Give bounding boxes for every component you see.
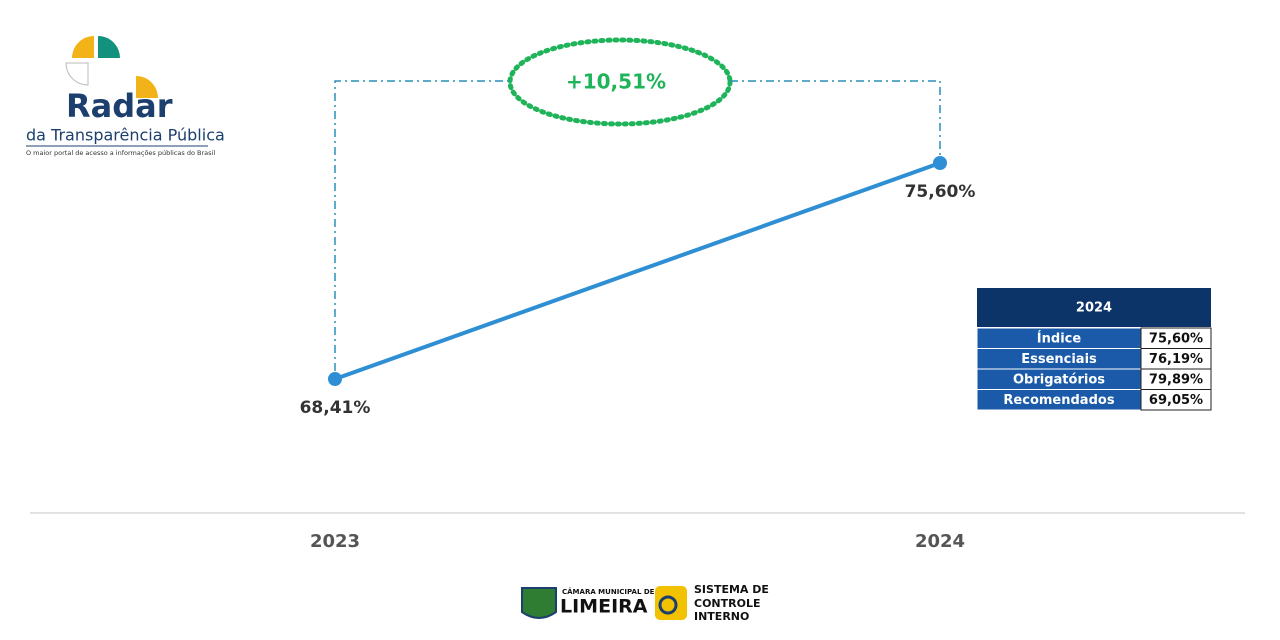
change-annotation: +10,51% (507, 37, 733, 127)
data-point (328, 372, 342, 386)
sci-lens (658, 595, 678, 615)
data-label: 75,60% (905, 182, 976, 202)
annotation-text: +10,51% (566, 70, 666, 94)
connector (730, 80, 941, 155)
camara-name: LIMEIRA (560, 596, 648, 618)
radar-logo: Radar da Transparência Pública O maior p… (26, 36, 225, 157)
logo-subtitle: da Transparência Pública (26, 126, 225, 145)
row-value: 76,19% (1149, 352, 1203, 367)
logo-tagline: O maior portal de acesso a informações p… (26, 149, 215, 157)
sci-line: INTERNO (694, 610, 749, 623)
series-line (334, 161, 941, 381)
sci-line: CONTROLE (694, 597, 760, 610)
row-value: 69,05% (1149, 393, 1203, 408)
annotation-ellipse (507, 37, 733, 127)
row-value: 79,89% (1149, 373, 1203, 388)
data-point (933, 156, 947, 170)
row-label: Obrigatórios (1013, 373, 1105, 388)
connector (334, 80, 510, 371)
row-label: Essenciais (1021, 352, 1097, 367)
data-label: 68,41% (300, 398, 371, 418)
table-header: 2024 (1076, 301, 1112, 316)
x-tick-label: 2023 (310, 531, 360, 552)
sci-line: SISTEMA DE (694, 583, 769, 596)
camara-top: CÂMARA MUNICIPAL DE (562, 587, 655, 596)
row-value: 75,60% (1149, 332, 1203, 347)
row-value-bg (1140, 389, 1212, 411)
camara-crest (521, 587, 557, 619)
row-label: Recomendados (1003, 393, 1114, 408)
row-label: Índice (1037, 331, 1082, 347)
footer-logos: CÂMARA MUNICIPAL DE LIMEIRA SISTEMA DE C… (521, 583, 769, 623)
x-tick-label: 2024 (915, 531, 965, 552)
table-header-bg (977, 288, 1211, 327)
logo-title: Radar (66, 87, 173, 125)
summary-table: 2024 Índice 75,60% Essenciais 76,19% Obrigat… (976, 288, 1212, 411)
